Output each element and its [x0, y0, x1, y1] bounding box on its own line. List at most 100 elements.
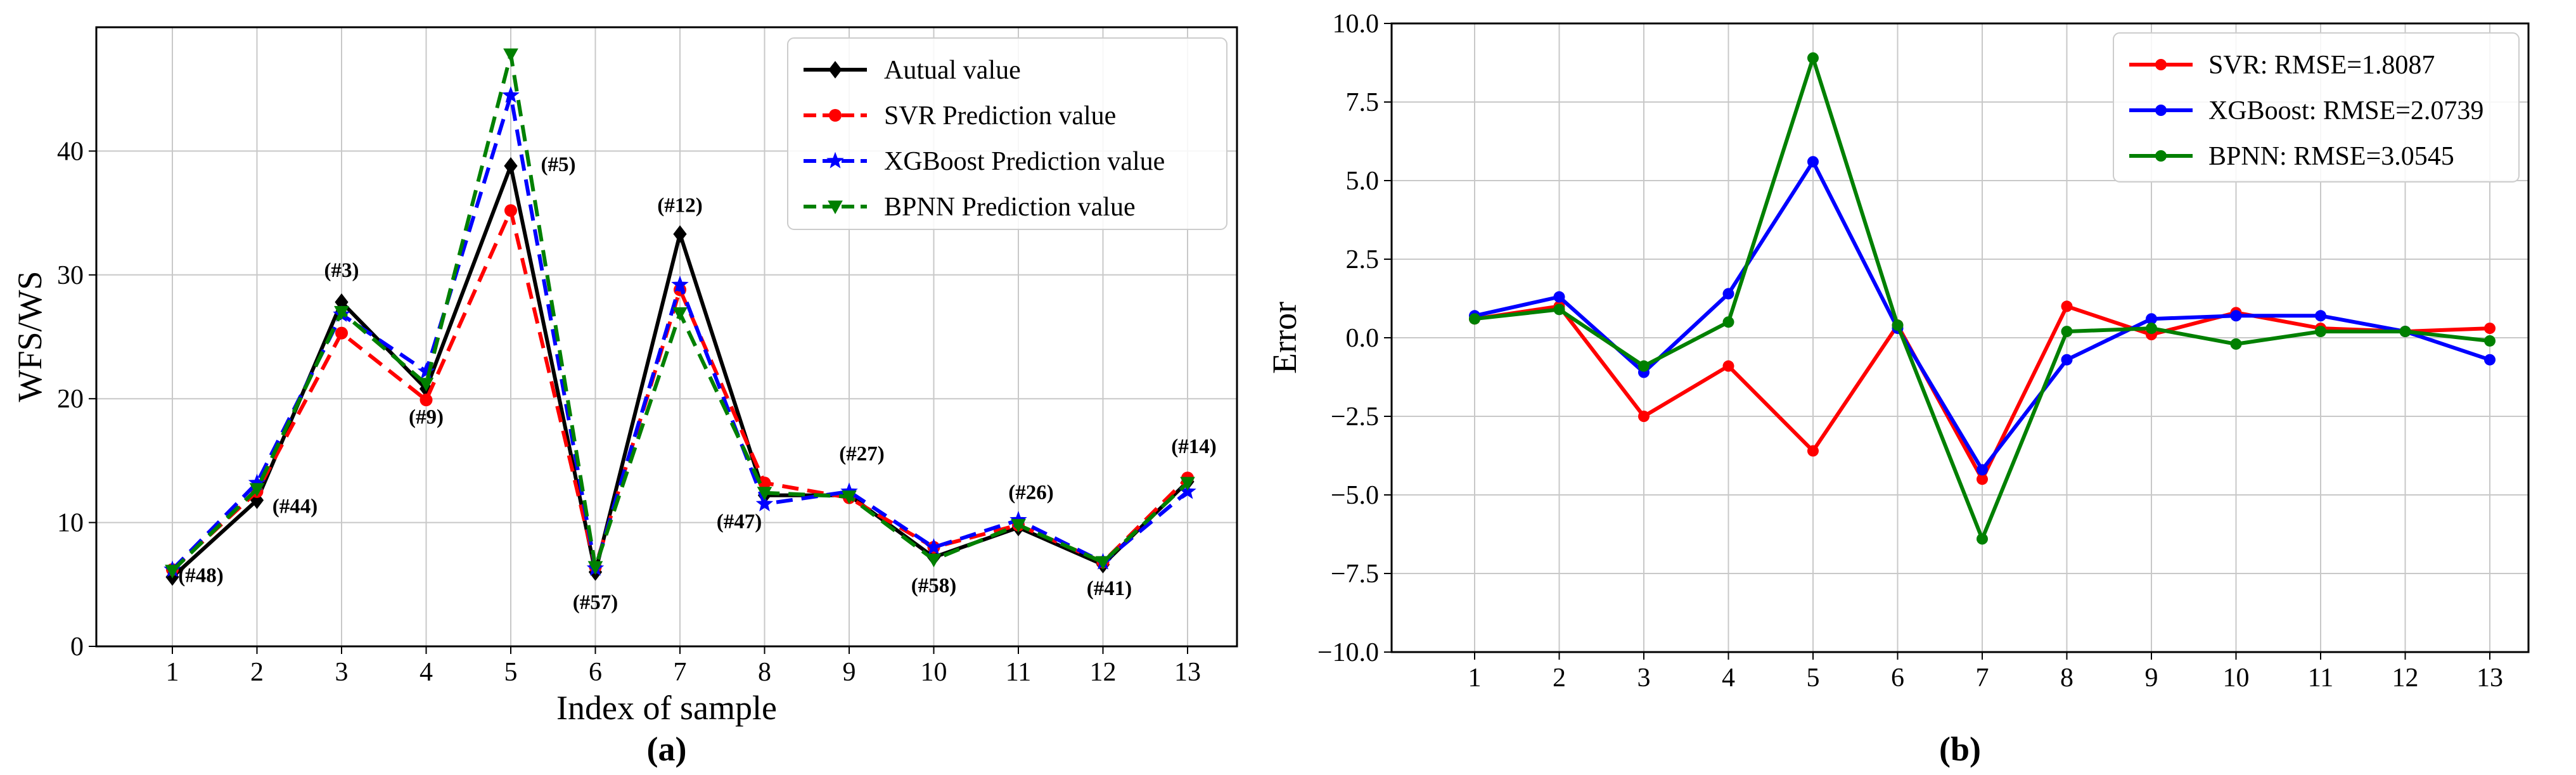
chart-a-xtick-label: 12 — [1090, 658, 1117, 687]
chart-a-data-point — [758, 477, 771, 490]
chart-b-ytick-label: −10.0 — [1317, 638, 1379, 667]
chart-b-legend-label: XGBoost: RMSE=2.0739 — [2208, 96, 2483, 125]
chart-a-xtick-label: 5 — [504, 658, 518, 687]
chart-a-annotation: (#57) — [573, 591, 618, 614]
chart-a-annotation: (#12) — [657, 194, 702, 217]
chart-b-data-point — [2230, 338, 2242, 350]
chart-b-series — [1469, 52, 2496, 545]
chart-b-data-point — [2061, 354, 2073, 366]
chart-a-legend-box — [787, 37, 1227, 230]
chart-a-legend-marker — [829, 109, 842, 122]
chart-b-ytick-label: 2.5 — [1346, 245, 1380, 274]
chart-b-data-point — [2146, 323, 2157, 335]
chart-a-annotation: (#14) — [1171, 435, 1216, 458]
chart-a-data-point — [504, 157, 518, 175]
chart-b-legend-marker — [2155, 59, 2167, 70]
chart-b-xtick-label: 1 — [1468, 663, 1482, 693]
chart-b-ytick-label: 7.5 — [1346, 88, 1380, 117]
chart-b-data-point — [1892, 319, 1904, 331]
chart-a-data-point — [757, 487, 772, 501]
chart-a-legend-label: BPNN Prediction value — [884, 193, 1136, 222]
chart-b-data-point — [1722, 288, 1734, 300]
chart-b-data-point — [1553, 304, 1565, 316]
chart-b-panel-label: (b) — [1939, 730, 1981, 768]
chart-a-data-point — [755, 494, 774, 511]
chart-a-xtick-label: 1 — [166, 658, 179, 687]
chart-b-data-point — [1722, 316, 1734, 328]
chart-b-xtick-label: 12 — [2392, 663, 2419, 693]
chart-b-data-point — [1807, 445, 1819, 457]
chart-a-annotation: (#5) — [541, 153, 576, 176]
chart-b-ytick-label: 0.0 — [1346, 324, 1380, 353]
chart-b-data-point — [1638, 411, 1650, 422]
chart-b-xtick-label: 2 — [1553, 663, 1566, 693]
chart-a-legend-marker — [828, 61, 842, 79]
chart-a-data-point — [672, 307, 688, 321]
chart-b-data-point — [1977, 464, 1988, 476]
chart-a-legend-marker — [826, 151, 844, 169]
chart-a-frame — [95, 26, 1238, 648]
chart-a-xtick-label: 4 — [420, 658, 433, 687]
chart-b-xtick-label: 6 — [1891, 663, 1904, 693]
chart-b-data-point — [1977, 473, 1988, 485]
chart-a-ytick-label: 10 — [57, 509, 84, 538]
chart-b-data-point — [2061, 300, 2073, 312]
chart-b-data-point — [2315, 326, 2326, 338]
chart-a-annotation: (#26) — [1008, 481, 1053, 504]
chart-b-data-point — [1977, 533, 1988, 545]
chart-a-annotation: (#41) — [1087, 577, 1132, 600]
chart-a-data-point — [673, 225, 687, 243]
chart-a-annotation: (#48) — [178, 565, 223, 587]
chart-a-data-point — [334, 305, 349, 320]
chart-a-xtick-label: 6 — [589, 658, 602, 687]
chart-b-xtick-label: 4 — [1722, 663, 1735, 693]
chart-b-data-point — [2315, 310, 2326, 322]
chart-b-data-point — [2399, 326, 2411, 338]
chart-b-data-point — [1807, 156, 1819, 168]
chart-a-data-point — [503, 48, 518, 63]
chart-b-legend-box — [2113, 32, 2520, 183]
chart-a-ytick-label: 40 — [57, 137, 84, 166]
chart-a-xtick-label: 10 — [921, 658, 947, 687]
chart-a-ylabel: WFS/WS — [11, 271, 49, 402]
chart-a-panel-label: (a) — [647, 730, 687, 768]
chart-b-xtick-label: 9 — [2145, 663, 2158, 693]
chart-b-data-point — [2146, 313, 2157, 325]
chart-b-ytick-label: −5.0 — [1331, 481, 1379, 510]
chart-b-data-point — [1722, 360, 1734, 372]
chart-a-ytick-label: 0 — [70, 632, 84, 662]
chart-a-data-point — [842, 490, 857, 504]
chart-a-annotation: (#44) — [272, 495, 317, 518]
chart-b-legend-marker — [2155, 105, 2167, 116]
chart-a-data-point — [420, 394, 433, 407]
chart-a-ytick-label: 20 — [57, 385, 84, 414]
chart-a-annotations: (#48) (#44) (#3) (#9) (#5) (#57) (#12) (#47) (#2… — [178, 153, 1216, 614]
chart-b-data-point — [2061, 326, 2073, 338]
chart-b: 1 2 3 4 5 6 7 8 9 10 11 12 13−10.0−7.5−5.0−2.50.02.5… — [1266, 10, 2530, 768]
chart-a-data-point — [1095, 556, 1111, 570]
chart-a-data-point — [502, 86, 520, 103]
chart-a-data-point — [417, 362, 435, 379]
chart-a-data-point — [418, 378, 434, 392]
chart-b-xtick-label: 8 — [2060, 663, 2073, 693]
chart-b-xtick-label: 3 — [1637, 663, 1651, 693]
chart-b-data-point — [2230, 310, 2242, 322]
chart-b-legend-marker — [2155, 150, 2167, 162]
chart-a-data-point — [926, 553, 942, 568]
chart-b-xtick-label: 5 — [1807, 663, 1820, 693]
chart-b-data-point — [2484, 323, 2496, 335]
chart-b-data-point — [1553, 291, 1565, 303]
chart-b-ylabel: Error — [1266, 302, 1304, 374]
chart-a: (#48) (#44) (#3) (#9) (#5) (#57) (#12) (#47) (#2… — [11, 26, 1238, 768]
chart-b-xtick-label: 13 — [2477, 663, 2503, 693]
chart-a-legend: Autual value SVR Prediction value XGBoost … — [787, 37, 1227, 230]
chart-a-data-point — [925, 538, 943, 555]
chart-b-legend-label: SVR: RMSE=1.8087 — [2208, 51, 2435, 80]
chart-b-data-point — [1638, 360, 1650, 372]
chart-a-legend-label: Autual value — [884, 56, 1021, 85]
chart-b-ytick-label: 5.0 — [1346, 167, 1380, 196]
chart-a-legend-marker — [828, 200, 843, 215]
chart-b-legend: SVR: RMSE=1.8087 XGBoost: RMSE=2.0739 BPNN… — [2113, 32, 2520, 183]
chart-a-annotation: (#47) — [717, 511, 762, 534]
